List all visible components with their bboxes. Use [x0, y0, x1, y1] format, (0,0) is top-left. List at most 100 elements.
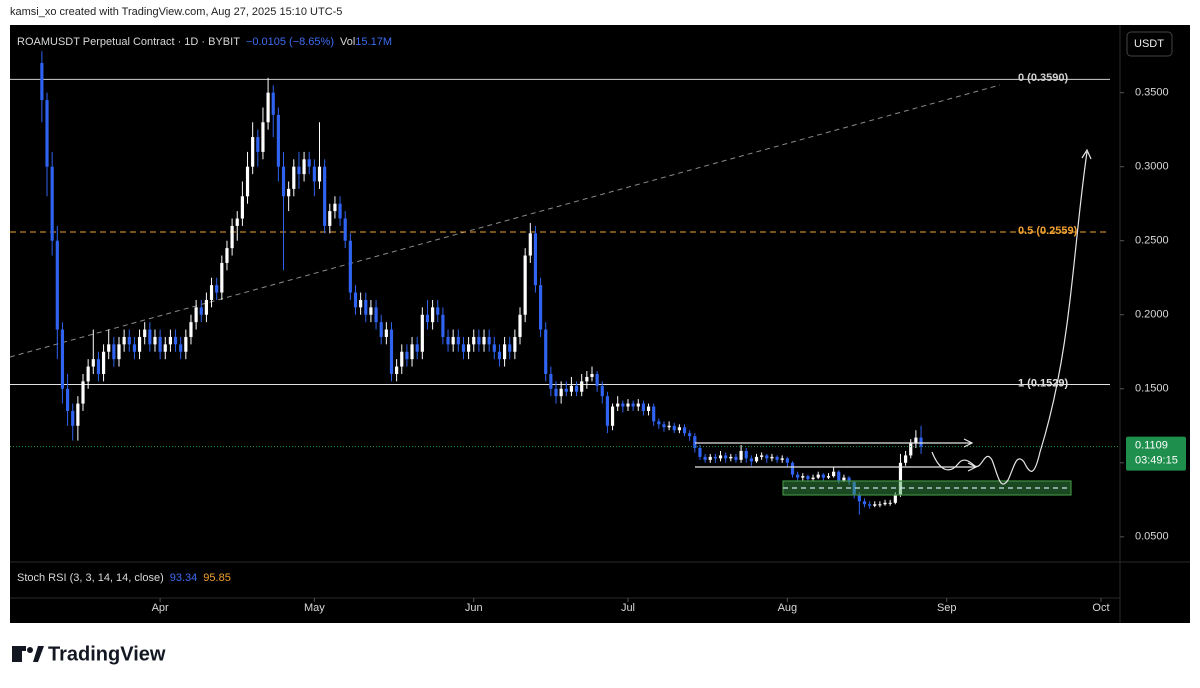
candle-body	[364, 299, 368, 315]
candle-body	[467, 344, 471, 352]
fib-label: 0.5 (0.2559)	[1018, 225, 1078, 237]
candle-body	[163, 344, 167, 352]
candle-body	[559, 388, 563, 397]
trend-line	[9, 84, 1001, 358]
x-tick-label: Aug	[778, 602, 798, 614]
candle-body	[590, 373, 594, 377]
candle-body	[215, 285, 219, 293]
candle-body	[580, 381, 584, 392]
candle-body	[513, 336, 517, 352]
candle-body	[878, 504, 882, 506]
candle-body	[446, 336, 450, 345]
candle-body	[302, 159, 306, 175]
candle-body	[832, 471, 836, 477]
candle-body	[785, 458, 789, 463]
candle-body	[379, 322, 383, 337]
currency-button[interactable]	[1126, 31, 1173, 57]
candle-body	[528, 233, 532, 256]
candle-body	[600, 385, 604, 397]
candle-body	[425, 314, 430, 323]
candle-body	[888, 502, 892, 504]
fib-label: 0 (0.3590)	[1018, 72, 1068, 84]
candle-body	[677, 427, 681, 431]
candle-body	[739, 450, 743, 460]
stoch-label: Stoch RSI (3, 3, 14, 14, close)	[17, 572, 164, 584]
candle-body	[667, 425, 671, 428]
candle-body	[842, 477, 846, 481]
candle-body	[770, 456, 774, 459]
x-tick-label: Apr	[152, 602, 169, 614]
candle-body	[281, 166, 286, 197]
y-tick-label: 0.0500	[1135, 531, 1169, 543]
candle-body	[312, 166, 316, 182]
candle-body	[266, 92, 270, 123]
candle-body	[71, 410, 75, 426]
currency-label[interactable]: USDT	[1134, 38, 1164, 50]
candle-body	[86, 366, 90, 382]
candle-body	[508, 344, 512, 352]
candle-body	[117, 344, 121, 360]
candle-body	[107, 344, 111, 352]
logo-mark	[12, 646, 26, 651]
logo-mark	[12, 646, 22, 662]
candle-body	[765, 455, 769, 459]
candle-body	[631, 403, 635, 407]
candle-body	[400, 351, 404, 367]
candle-body	[168, 336, 173, 345]
candle-body	[420, 314, 424, 352]
candle-body	[287, 188, 291, 197]
candle-body	[235, 218, 239, 226]
candle-body	[220, 262, 224, 293]
candle-body	[873, 504, 877, 506]
candle-body	[153, 336, 157, 345]
candle-body	[76, 403, 80, 426]
candle-body	[595, 373, 599, 386]
y-tick-label: 0.3500	[1135, 87, 1169, 99]
candle-body	[50, 166, 54, 241]
candle-body	[431, 307, 435, 323]
candle-body	[754, 456, 759, 462]
candle-body	[616, 403, 620, 407]
stoch-k: 93.34	[170, 572, 198, 584]
marks: 0.05000.10000.15000.20000.25000.30000.35…	[10, 51, 1186, 614]
y-tick-label: 0.1500	[1135, 383, 1169, 395]
candle-body	[81, 381, 85, 404]
candle-body	[729, 456, 733, 459]
chart-bg	[10, 25, 1190, 623]
candle-body	[857, 495, 861, 502]
candle-body	[225, 248, 229, 263]
last-price-box	[1126, 436, 1186, 471]
candle-body	[688, 433, 692, 437]
candle-body	[790, 462, 795, 475]
candle-body	[538, 285, 543, 330]
candle-body	[672, 425, 676, 431]
candle-body	[862, 501, 867, 505]
candle-body	[821, 474, 825, 478]
candle-body	[487, 336, 491, 345]
candle-body	[317, 166, 322, 182]
candle-body	[230, 225, 234, 249]
x-tick-label: Sep	[937, 602, 957, 614]
candle-body	[657, 421, 661, 425]
legend-symbol: ROAMUSDT Perpetual Contract · 1D · BYBIT	[17, 36, 240, 48]
logo-mark	[27, 647, 33, 653]
candle-body	[395, 366, 399, 374]
candle-body	[605, 396, 610, 426]
candle-body	[703, 456, 707, 460]
logo-mark	[33, 646, 44, 662]
candle-body	[477, 336, 481, 345]
candle-body	[837, 471, 841, 481]
candle-body	[204, 299, 208, 315]
candle-body	[744, 450, 748, 459]
candle-body	[45, 100, 49, 167]
candle-body	[137, 336, 142, 352]
candle-body	[369, 307, 373, 315]
candle-body	[780, 458, 784, 460]
x-tick-label: May	[304, 602, 325, 614]
candle-body	[523, 255, 527, 315]
candle-body	[585, 376, 589, 382]
candle-body	[65, 388, 70, 411]
candle-body	[173, 336, 178, 345]
candle-body	[472, 336, 476, 345]
